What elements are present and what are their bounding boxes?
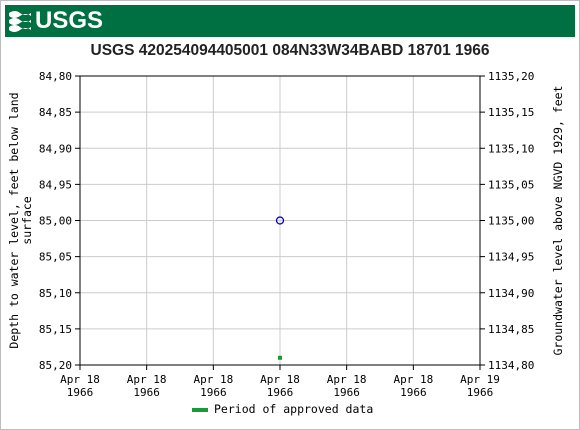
y-tick-label-right: 1135,00 (488, 215, 534, 228)
y-tick-label-right: 1134,80 (488, 359, 534, 372)
x-tick-label-date: Apr 18 (127, 373, 167, 386)
y-axis-label-left-line2: surface (20, 196, 34, 245)
x-tick-label-date: Apr 19 (460, 373, 500, 386)
x-tick-label-year: 1966 (267, 386, 294, 399)
x-tick-label-date: Apr 18 (60, 373, 100, 386)
y-tick-label-right: 1134,95 (488, 251, 534, 264)
y-tick-label-right: 1134,90 (488, 287, 534, 300)
y-tick-label-left: 85,05 (39, 251, 72, 264)
y-axis-label-right: Groundwater level above NGVD 1929, feet (551, 85, 565, 355)
x-tick-label-year: 1966 (133, 386, 160, 399)
x-tick-label-year: 1966 (200, 386, 227, 399)
y-axis-label-left: Depth to water level, feet below land (7, 92, 21, 348)
y-tick-label-right: 1135,20 (488, 70, 534, 83)
legend-label-approved: Period of approved data (214, 402, 374, 416)
x-tick-label-date: Apr 18 (327, 373, 367, 386)
x-tick-label-date: Apr 18 (260, 373, 300, 386)
x-tick-label-year: 1966 (400, 386, 427, 399)
y-tick-label-left: 84,95 (39, 178, 72, 191)
y-tick-label-left: 84,90 (39, 142, 72, 155)
y-tick-label-left: 84,80 (39, 70, 72, 83)
x-tick-label-date: Apr 18 (193, 373, 233, 386)
chart-title: USGS 420254094405001 084N33W34BABD 18701… (90, 42, 490, 59)
y-tick-label-left: 85,00 (39, 215, 72, 228)
usgs-logo-text: USGS (35, 7, 104, 34)
x-tick-label-year: 1966 (333, 386, 360, 399)
y-tick-label-right: 1135,10 (488, 142, 534, 155)
y-tick-label-right: 1135,15 (488, 106, 534, 119)
y-tick-label-left: 85,10 (39, 287, 72, 300)
y-tick-label-left: 85,20 (39, 359, 72, 372)
y-tick-label-right: 1134,85 (488, 323, 534, 336)
x-tick-label-year: 1966 (67, 386, 94, 399)
y-tick-label-right: 1135,05 (488, 178, 534, 191)
x-tick-label-date: Apr 18 (393, 373, 433, 386)
usgs-wave-icon (9, 11, 31, 32)
x-tick-label-year: 1966 (467, 386, 494, 399)
data-point-approved-period (278, 355, 282, 360)
y-tick-label-left: 84,85 (39, 106, 72, 119)
legend-swatch-approved (192, 408, 208, 412)
usgs-header-bar: USGS (5, 5, 575, 37)
y-tick-label-left: 85,15 (39, 323, 72, 336)
data-point-measurement (275, 216, 285, 225)
